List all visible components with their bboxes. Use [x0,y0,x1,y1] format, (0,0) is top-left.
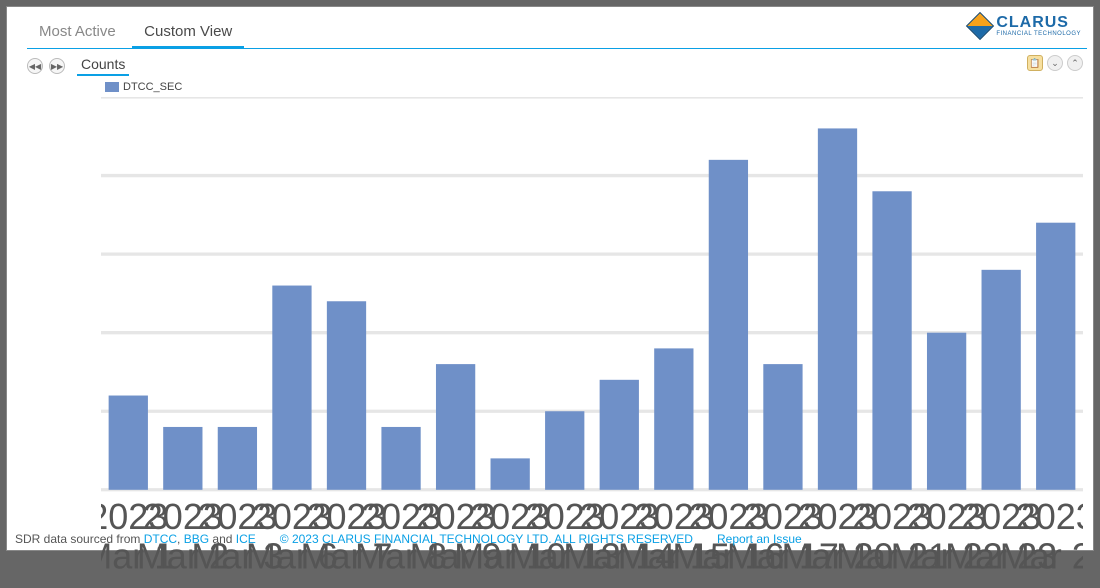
legend-swatch [105,82,119,92]
chart-legend: DTCC_SEC [105,81,182,93]
logo-main: CLARUS [996,15,1081,31]
logo-diamond-icon [966,12,994,40]
app-frame: Most Active Custom View CLARUS FINANCIAL… [6,6,1094,551]
collapse-down-icon[interactable]: ⌄ [1047,55,1063,71]
footer-copyright[interactable]: © 2023 CLARUS FINANCIAL TECHNOLOGY LTD. … [280,532,693,546]
collapse-up-icon[interactable]: ⌃ [1067,55,1083,71]
counts-chart: DTCC_SEC 05101520252023Mar 12023Mar 2202… [61,87,1083,510]
tab-custom-view[interactable]: Custom View [132,19,244,48]
chart-subtitle: Counts [77,56,129,76]
tab-bar: Most Active Custom View CLARUS FINANCIAL… [27,19,1087,49]
nav-forward-button[interactable]: ▶▶ [49,58,65,74]
logo-sub: FINANCIAL TECHNOLOGY [996,31,1081,37]
clipboard-icon[interactable]: 📋 [1027,55,1043,71]
legend-label: DTCC_SEC [123,81,182,93]
footer: SDR data sourced from DTCC, BBG and ICE … [15,532,1085,546]
svg-text:2023: 2023 [1016,496,1083,537]
tab-most-active[interactable]: Most Active [27,19,128,48]
nav-back-button[interactable]: ◀◀ [27,58,43,74]
link-dtcc[interactable]: DTCC [144,532,177,546]
link-ice[interactable]: ICE [236,532,256,546]
brand-logo: CLARUS FINANCIAL TECHNOLOGY [970,15,1081,37]
sub-toolbar: ◀◀ ▶▶ Counts 📋 ⌄ ⌃ [27,55,1083,77]
chart-plot: 05101520252023Mar 12023Mar 22023Mar 3202… [101,97,1083,588]
footer-sources: SDR data sourced from DTCC, BBG and ICE [15,532,256,546]
link-bbg[interactable]: BBG [184,532,209,546]
footer-report[interactable]: Report an Issue [717,532,802,546]
